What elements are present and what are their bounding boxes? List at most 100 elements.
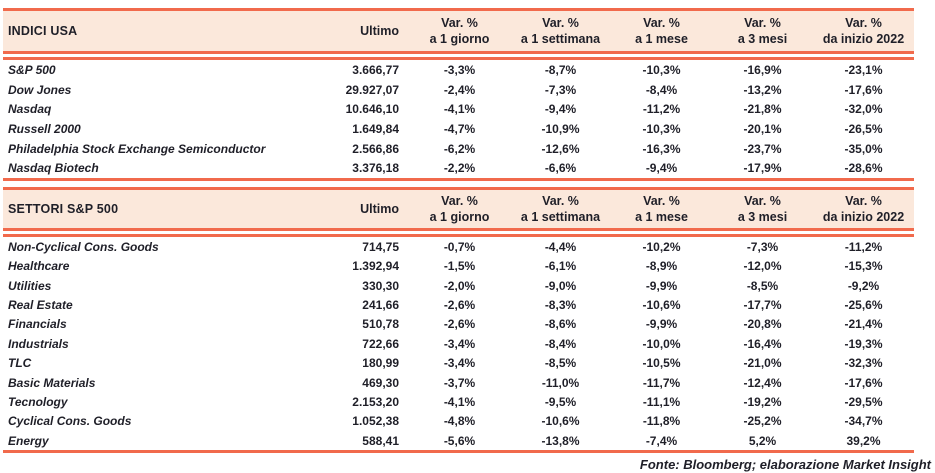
ultimo-value: 1.052,38 xyxy=(352,414,399,429)
var-value: -4,1% xyxy=(443,102,476,117)
header-bottom-double-rule xyxy=(3,228,914,238)
row-name: Tecnology xyxy=(8,394,68,409)
var-value: -4,8% xyxy=(443,414,476,429)
column-header-var: Var. % a 1 giorno xyxy=(409,190,510,228)
var-value: -16,4% xyxy=(743,336,782,351)
var-value: -3,7% xyxy=(443,375,476,390)
table-row: S&P 500 3.666,77 -3,3% -8,7% -10,3% -16,9% -23… xyxy=(3,60,914,80)
var-value: -35,0% xyxy=(844,141,883,156)
var-percent-label: Var. % xyxy=(542,194,579,209)
var-value: 39,2% xyxy=(846,433,881,448)
var-period-label: a 1 settimana xyxy=(520,210,601,225)
column-header-var: Var. % a 1 mese xyxy=(611,11,712,51)
var-value: -9,2% xyxy=(847,278,880,293)
section-title: INDICI USA xyxy=(8,24,78,38)
row-name: TLC xyxy=(8,356,32,371)
rule-line xyxy=(3,57,914,60)
var-period-label: a 1 mese xyxy=(635,210,688,225)
table-row: Healthcare 1.392,94 -1,5% -6,1% -8,9% -12,0% -… xyxy=(3,257,914,276)
var-value: 5,2% xyxy=(748,433,777,448)
header-bottom-double-rule xyxy=(3,51,914,60)
row-name: S&P 500 xyxy=(8,62,56,77)
var-value: -28,6% xyxy=(844,161,883,176)
column-header-var: Var. % da inizio 2022 xyxy=(813,11,914,51)
var-value: -21,4% xyxy=(844,317,883,332)
row-name: Healthcare xyxy=(8,259,70,274)
var-value: -3,3% xyxy=(443,62,476,77)
row-name: Cyclical Cons. Goods xyxy=(8,414,132,429)
var-value: -11,1% xyxy=(642,394,681,409)
var-value: -9,9% xyxy=(645,317,678,332)
var-value: -10,5% xyxy=(642,356,681,371)
var-value: -20,1% xyxy=(743,121,782,136)
table-row: Nasdaq 10.646,10 -4,1% -9,4% -11,2% -21,8% -32… xyxy=(3,99,914,119)
var-percent-label: Var. % xyxy=(845,16,882,30)
var-value: -23,7% xyxy=(743,141,782,156)
ultimo-value: 469,30 xyxy=(362,375,399,390)
var-value: -10,9% xyxy=(541,121,580,136)
row-name: Non-Cyclical Cons. Goods xyxy=(8,239,159,254)
source-note: Fonte: Bloomberg; elaborazione Market In… xyxy=(639,457,931,473)
column-header-var: Var. % a 1 settimana xyxy=(510,11,611,51)
var-value: -4,4% xyxy=(544,239,577,254)
table-row: Energy 588,41 -5,6% -13,8% -7,4% 5,2% 39,2% xyxy=(3,431,914,450)
table-row: Real Estate 241,66 -2,6% -8,3% -10,6% -17,7% -… xyxy=(3,295,914,314)
settori-sp500-section: SETTORI S&P 500 Ultimo Var. % a 1 giorno Var… xyxy=(3,187,914,454)
column-header-var: Var. % a 1 settimana xyxy=(510,190,611,228)
var-value: -8,5% xyxy=(746,278,779,293)
var-value: -17,9% xyxy=(743,161,782,176)
var-value: -7,3% xyxy=(746,239,779,254)
var-value: -10,3% xyxy=(642,62,681,77)
row-name: Russell 2000 xyxy=(8,121,81,136)
section-top-rule xyxy=(3,187,914,191)
var-value: -9,9% xyxy=(645,278,678,293)
row-name: Utilities xyxy=(8,278,52,293)
var-value: -17,6% xyxy=(844,375,883,390)
var-percent-label: Var. % xyxy=(441,194,478,209)
var-value: -12,6% xyxy=(541,141,580,156)
ultimo-value: 241,66 xyxy=(362,297,399,312)
ultimo-value: 3.666,77 xyxy=(352,62,399,77)
var-value: -11,0% xyxy=(541,375,580,390)
var-value: -8,4% xyxy=(544,336,577,351)
section-title: SETTORI S&P 500 xyxy=(8,202,119,217)
var-value: -15,3% xyxy=(844,259,883,274)
var-value: -21,8% xyxy=(743,102,782,117)
var-value: -4,1% xyxy=(443,394,476,409)
table-row: Non-Cyclical Cons. Goods 714,75 -0,7% -4,4%… xyxy=(3,237,914,256)
var-value: -7,3% xyxy=(544,82,577,97)
var-period-label: da inizio 2022 xyxy=(822,32,905,46)
var-value: -12,0% xyxy=(743,259,782,274)
ultimo-value: 29.927,07 xyxy=(345,82,399,97)
var-value: -2,0% xyxy=(443,278,476,293)
var-value: -19,2% xyxy=(743,394,782,409)
table-row: Tecnology 2.153,20 -4,1% -9,5% -11,1% -19,2% -… xyxy=(3,392,914,411)
indici-usa-section: INDICI USA Ultimo Var. % a 1 giorno Var. % a … xyxy=(3,8,914,182)
var-value: -29,5% xyxy=(844,394,883,409)
var-value: -16,3% xyxy=(642,141,681,156)
column-header-var: Var. % a 3 mesi xyxy=(712,190,813,228)
var-value: -10,2% xyxy=(642,239,681,254)
table-row: Industrials 722,66 -3,4% -8,4% -10,0% -16,4% -… xyxy=(3,334,914,353)
ultimo-value: 10.646,10 xyxy=(345,102,399,117)
var-value: -6,1% xyxy=(544,259,577,274)
var-value: -25,6% xyxy=(844,297,883,312)
var-value: -3,4% xyxy=(443,336,476,351)
column-header-var: Var. % a 1 giorno xyxy=(409,11,510,51)
var-value: -7,4% xyxy=(645,433,678,448)
ultimo-value: 1.392,94 xyxy=(352,259,399,274)
var-period-label: da inizio 2022 xyxy=(822,210,905,225)
ultimo-value: 510,78 xyxy=(362,317,399,332)
var-value: -20,8% xyxy=(743,317,782,332)
var-value: -16,9% xyxy=(743,62,782,77)
var-percent-label: Var. % xyxy=(744,194,781,209)
var-value: -8,3% xyxy=(544,297,577,312)
ultimo-value: 1.649,84 xyxy=(352,121,399,136)
column-header-var: Var. % da inizio 2022 xyxy=(813,190,914,228)
table-row: Basic Materials 469,30 -3,7% -11,0% -11,7% -1… xyxy=(3,373,914,392)
row-name: Philadelphia Stock Exchange Semiconducto… xyxy=(8,141,266,156)
ultimo-value: 3.376,18 xyxy=(352,161,399,176)
table-row: Cyclical Cons. Goods 1.052,38 -4,8% -10,6% -… xyxy=(3,412,914,431)
ultimo-value: 2.566,86 xyxy=(352,141,399,156)
